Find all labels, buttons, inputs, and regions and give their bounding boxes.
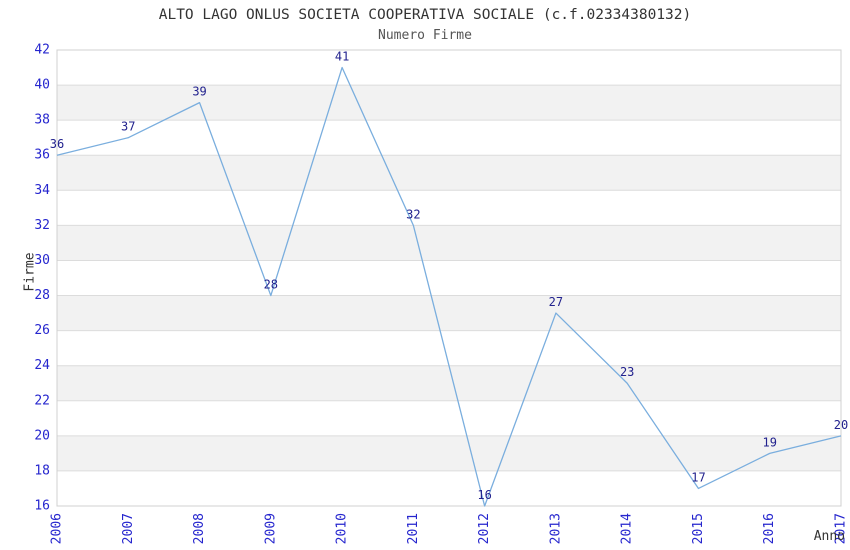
y-tick-label: 40 <box>34 78 50 93</box>
x-tick-label: 2010 <box>335 513 350 544</box>
x-tick-label: 2014 <box>620 513 635 544</box>
y-tick-label: 36 <box>34 148 50 163</box>
grid-band <box>57 225 841 261</box>
y-tick-label: 28 <box>34 288 50 303</box>
y-tick-label: 22 <box>34 393 50 408</box>
y-tick-label: 42 <box>34 43 50 58</box>
x-tick-label: 2008 <box>192 513 207 544</box>
data-label: 27 <box>549 295 563 309</box>
grid-band <box>57 435 841 471</box>
chart-title: ALTO LAGO ONLUS SOCIETA COOPERATIVA SOCI… <box>158 7 692 23</box>
y-tick-label: 34 <box>34 183 50 198</box>
x-axis-title: Anno <box>813 529 845 544</box>
plot-border <box>56 49 842 507</box>
x-tick-label: 2015 <box>691 513 706 544</box>
y-tick-label: 32 <box>34 218 50 233</box>
series-line <box>56 66 842 507</box>
chart-subtitle: Numero Firme <box>378 28 472 43</box>
y-tick-label: 20 <box>34 428 50 443</box>
data-label: 16 <box>477 488 491 502</box>
y-axis-title: Firme <box>22 252 38 292</box>
x-tick-label: 2011 <box>406 513 421 544</box>
x-tick-label: 2006 <box>50 513 65 544</box>
y-tick-label: 18 <box>34 463 50 478</box>
grid-band <box>57 295 841 331</box>
data-label: 17 <box>691 470 705 484</box>
x-tick-label: 2017 <box>834 513 849 544</box>
x-tick-label: 2012 <box>477 513 492 544</box>
y-tick-label: 38 <box>34 113 50 128</box>
y-tick-label: 16 <box>34 499 50 514</box>
data-label: 32 <box>406 207 420 221</box>
grid-band <box>57 365 841 401</box>
data-label: 28 <box>264 278 278 292</box>
y-tick-label: 26 <box>34 323 50 338</box>
x-tick-label: 2009 <box>263 513 278 544</box>
data-label: 37 <box>121 120 135 134</box>
y-tick-label: 24 <box>34 358 50 373</box>
data-label: 19 <box>763 435 777 449</box>
data-label: 20 <box>834 418 848 432</box>
grid-band <box>57 85 841 121</box>
data-label: 36 <box>50 137 64 151</box>
grid-band <box>57 155 841 191</box>
y-tick-label: 30 <box>34 253 50 268</box>
x-tick-label: 2016 <box>762 513 777 544</box>
data-label: 39 <box>192 85 206 99</box>
data-label: 23 <box>620 365 634 379</box>
x-tick-label: 2013 <box>548 513 563 544</box>
data-label: 41 <box>335 50 349 64</box>
x-tick-label: 2007 <box>121 513 136 544</box>
